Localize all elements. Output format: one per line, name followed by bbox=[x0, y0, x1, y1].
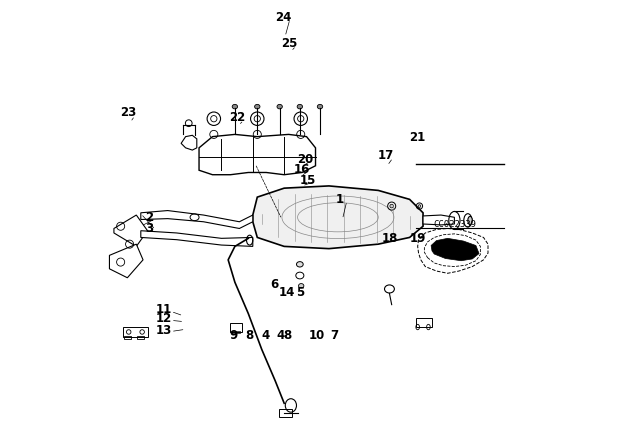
Ellipse shape bbox=[232, 104, 237, 109]
Text: 23: 23 bbox=[120, 106, 136, 120]
Text: 9: 9 bbox=[230, 328, 238, 342]
Polygon shape bbox=[253, 186, 423, 249]
Text: 10: 10 bbox=[308, 328, 324, 342]
Text: 20: 20 bbox=[297, 152, 314, 166]
Bar bbox=[417, 318, 432, 327]
Text: 16: 16 bbox=[294, 163, 310, 176]
Text: 2: 2 bbox=[145, 211, 153, 224]
Ellipse shape bbox=[418, 205, 421, 207]
Ellipse shape bbox=[277, 104, 282, 109]
Text: 22: 22 bbox=[229, 111, 245, 124]
Ellipse shape bbox=[468, 216, 472, 224]
Text: 19: 19 bbox=[410, 232, 426, 245]
Bar bbox=[279, 409, 292, 417]
Text: 5: 5 bbox=[296, 285, 304, 299]
Text: 8: 8 bbox=[283, 328, 291, 342]
Text: 17: 17 bbox=[378, 149, 394, 163]
Text: 8: 8 bbox=[246, 328, 254, 342]
Bar bbox=[232, 331, 240, 333]
Ellipse shape bbox=[255, 104, 260, 109]
Text: 14: 14 bbox=[278, 285, 294, 299]
Text: 21: 21 bbox=[410, 131, 426, 145]
Text: 13: 13 bbox=[156, 324, 172, 337]
Text: 25: 25 bbox=[282, 37, 298, 51]
Ellipse shape bbox=[297, 104, 303, 109]
Text: 15: 15 bbox=[300, 173, 317, 187]
Text: 6: 6 bbox=[270, 278, 278, 291]
Text: 1: 1 bbox=[336, 193, 344, 206]
Text: 4: 4 bbox=[276, 328, 285, 342]
Polygon shape bbox=[423, 215, 454, 225]
Polygon shape bbox=[141, 211, 253, 228]
Ellipse shape bbox=[298, 284, 304, 288]
Ellipse shape bbox=[390, 204, 394, 208]
Polygon shape bbox=[109, 244, 143, 278]
Text: 7: 7 bbox=[330, 328, 339, 342]
Bar bbox=[123, 327, 148, 337]
Text: 12: 12 bbox=[156, 312, 172, 326]
Bar bbox=[137, 336, 144, 339]
Polygon shape bbox=[114, 215, 148, 246]
Bar bbox=[230, 323, 242, 332]
Text: 3: 3 bbox=[145, 222, 153, 235]
Text: 11: 11 bbox=[156, 302, 172, 316]
Ellipse shape bbox=[296, 262, 303, 267]
Ellipse shape bbox=[317, 104, 323, 109]
Polygon shape bbox=[199, 134, 316, 175]
Polygon shape bbox=[141, 231, 253, 246]
Bar bbox=[124, 336, 131, 339]
Text: 24: 24 bbox=[275, 10, 291, 24]
Text: CC022339: CC022339 bbox=[433, 220, 476, 228]
Text: 4: 4 bbox=[261, 328, 269, 342]
Polygon shape bbox=[431, 238, 479, 261]
Text: 18: 18 bbox=[382, 232, 399, 245]
